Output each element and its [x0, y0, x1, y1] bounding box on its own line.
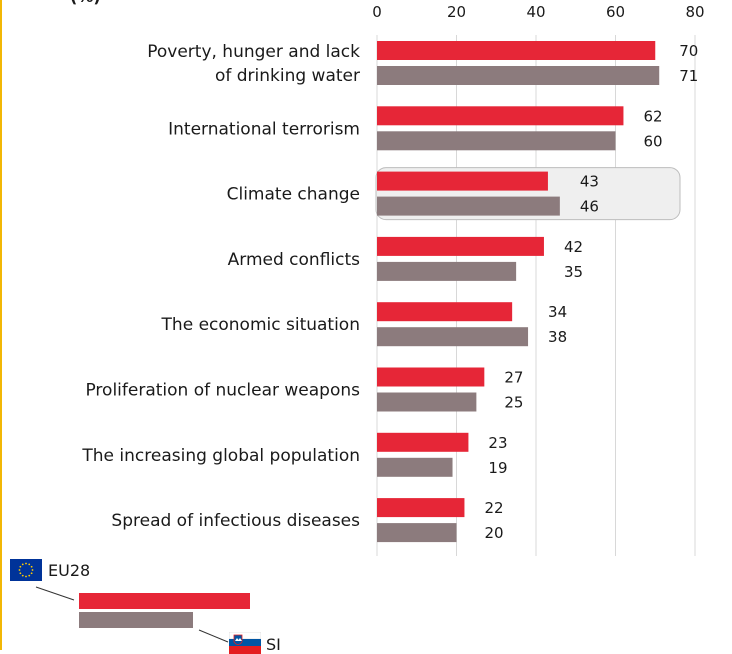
bar-si	[377, 327, 529, 347]
x-tick-label: 20	[447, 3, 466, 21]
bar-si	[377, 523, 457, 543]
legend-connector-si	[198, 629, 229, 643]
bar-eu28	[377, 106, 624, 126]
slovenia-flag-icon	[229, 632, 261, 654]
legend-swatch-si	[79, 612, 193, 628]
category-label: International terrorism	[168, 119, 360, 139]
x-tick-label: 60	[606, 3, 625, 21]
legend-connector-eu28	[35, 586, 75, 601]
bar-si	[377, 457, 453, 477]
unit-label: (%)	[70, 0, 101, 6]
bar-eu28	[377, 41, 656, 60]
category-label: Spread of infectious diseases	[111, 511, 360, 531]
legend-label-eu28: EU28	[48, 561, 91, 580]
data-label-si: 20	[484, 524, 503, 542]
category-label: Climate change	[227, 185, 360, 205]
category-label: Poverty, hunger and lack	[147, 42, 360, 62]
data-label-eu28: 42	[564, 238, 583, 256]
category-label: Proliferation of nuclear weapons	[85, 381, 360, 401]
bar-eu28	[377, 498, 465, 518]
data-label-eu28: 23	[488, 434, 507, 452]
category-label: The economic situation	[161, 315, 360, 335]
bar-si	[377, 196, 560, 216]
data-label-si: 35	[564, 263, 583, 281]
legend-label-si: SI	[266, 635, 281, 654]
data-label-si: 46	[580, 198, 599, 216]
category-label: The increasing global population	[81, 446, 360, 466]
eu-flag-icon	[10, 559, 42, 581]
bar-si	[377, 131, 616, 151]
category-label: Armed conflicts	[228, 250, 360, 270]
data-label-eu28: 62	[643, 107, 662, 125]
left-accent-rule	[0, 0, 2, 650]
data-label-si: 19	[488, 459, 507, 477]
data-label-eu28: 43	[580, 173, 599, 191]
x-tick-label: 40	[526, 3, 545, 21]
legend-swatches	[35, 586, 250, 643]
data-label-eu28: 27	[504, 369, 523, 387]
data-label-si: 71	[679, 67, 698, 85]
data-label-si: 60	[643, 132, 662, 150]
data-label-eu28: 22	[484, 499, 503, 517]
category-label: of drinking water	[215, 66, 360, 86]
x-tick-label: 0	[372, 3, 382, 21]
x-tick-label: 80	[685, 3, 704, 21]
bar-si	[377, 261, 517, 281]
bar-si	[377, 66, 660, 85]
data-label-eu28: 34	[548, 303, 567, 321]
bar-eu28	[377, 236, 544, 256]
bar-eu28	[377, 302, 513, 322]
legend-swatch-eu28	[79, 593, 250, 609]
bar-eu28	[377, 432, 469, 452]
bar-eu28	[377, 367, 485, 387]
data-label-eu28: 70	[679, 42, 698, 60]
data-label-si: 38	[548, 328, 567, 346]
bar-eu28	[377, 171, 548, 191]
data-label-si: 25	[504, 394, 523, 412]
bar-si	[377, 392, 477, 412]
